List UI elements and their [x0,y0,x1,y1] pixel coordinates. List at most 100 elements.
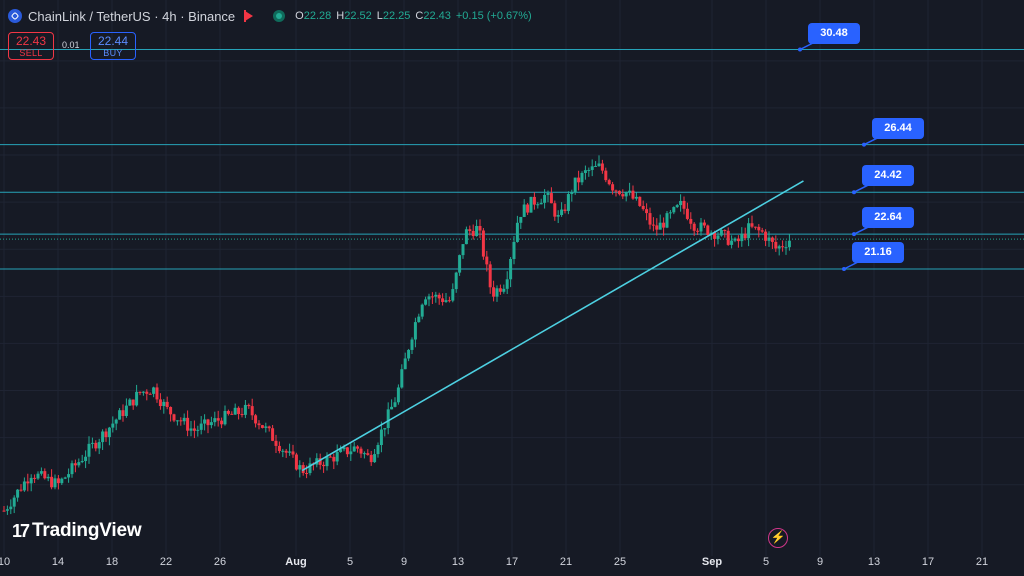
candle-body [719,229,723,236]
candle-body [723,229,727,231]
buy-label: BUY [103,48,123,58]
price-callout[interactable]: 30.48 [808,22,860,44]
x-axis-tick-label: 17 [921,556,935,568]
x-axis-tick-label: 25 [613,556,627,568]
candle-body [226,410,230,414]
candle-body [46,476,50,479]
candle-body [216,418,220,421]
candle-body [536,204,540,206]
candle-body [485,256,489,265]
candle-body [750,223,754,227]
candles [2,155,791,515]
candle-body [63,477,67,479]
x-axis[interactable]: 10 14 18 22 26 Aug 5 9 13 17 21 25 Sep 5 9 13 17 21 [0,556,1024,576]
candle-body [111,423,115,428]
candle-body [740,233,744,242]
ohlc-item: L22.25 [377,10,411,22]
price-callout[interactable]: 21.16 [852,242,904,263]
symbol-title[interactable]: ChainLink / TetherUS · 4h · Binance [28,8,236,24]
candle-body [390,406,394,410]
sell-button[interactable]: 22.43 SELL [8,32,54,60]
candle-body [553,203,557,217]
candle-body [733,238,737,241]
x-axis-tick-label: 13 [867,556,881,568]
callout-anchor[interactable] [798,47,802,52]
candle-body [175,420,179,422]
ohlc-key: H [336,10,345,22]
ohlc-value: 22.43 [423,10,451,22]
candle-body [237,407,241,415]
candle-body [424,299,428,305]
candle-body [546,193,550,195]
candle-body [685,208,689,219]
candle-body [80,461,84,463]
x-axis-tick-label: 26 [213,556,227,568]
price-callout[interactable]: 24.42 [862,165,914,187]
x-axis-tick-label: 9 [816,556,824,568]
callout-anchor[interactable] [842,267,846,271]
market-status-icon[interactable] [273,10,286,22]
candle-body [233,407,237,415]
price-callout[interactable]: 26.44 [872,117,924,139]
symbol-header[interactable]: ChainLink / TetherUS · 4h · Binance O22.… [8,7,532,25]
candle-body [254,415,258,424]
candle-body [760,230,764,232]
candle-body [597,163,601,166]
candle-body [498,288,502,292]
candle-body [471,230,475,237]
candle-body [305,473,309,475]
candle-body [291,451,295,455]
candle-body [560,209,564,216]
buy-button[interactable]: 22.44 BUY [90,32,136,60]
candle-body [294,454,298,470]
candle-body [26,481,30,484]
candle-body [770,237,774,242]
lightning-icon[interactable]: ⚡ [768,528,788,548]
candle-body [699,222,703,232]
candle-body [223,410,227,425]
candle-body [781,246,785,248]
candle-body [736,238,740,242]
candle-body [713,232,717,239]
candle-body [84,456,88,462]
candle-body [600,163,604,171]
candle-body [281,450,285,452]
tradingview-logo[interactable]: 17 TradingView [12,520,142,542]
x-axis-tick-label: 13 [451,556,465,568]
candle-body [515,222,519,242]
candle-body [172,414,176,421]
candlestick-chart[interactable] [0,0,1024,556]
candle-body [787,240,791,248]
candle-body [342,447,346,450]
candle-body [747,223,751,239]
candle-body [271,428,275,441]
candle-body [213,418,217,423]
candle-body [131,399,135,406]
candle-body [308,463,312,474]
price-callout[interactable]: 22.64 [862,207,914,229]
candle-body [638,196,642,206]
candle-body [417,316,421,323]
candle-body [220,420,224,425]
callout-anchor[interactable] [862,142,866,147]
candle-body [655,225,659,230]
trendline[interactable] [301,180,804,472]
trendline-layer[interactable] [301,180,804,472]
x-axis-tick-label: 14 [51,556,65,568]
candle-body [662,222,666,228]
callout-anchor[interactable] [852,190,856,195]
candle-body [124,405,128,416]
candle-body [604,170,608,181]
candle-body [509,258,513,280]
callout-anchor[interactable] [852,232,856,237]
candle-body [570,192,574,195]
x-axis-tick-label: 5 [346,556,354,568]
candle-body [53,478,57,488]
candle-body [566,194,570,211]
flag-icon[interactable] [244,10,254,22]
candle-body [621,194,625,197]
tradingview-mark-icon: 17 [12,520,30,541]
candle-body [393,402,397,407]
candle-body [594,165,598,167]
